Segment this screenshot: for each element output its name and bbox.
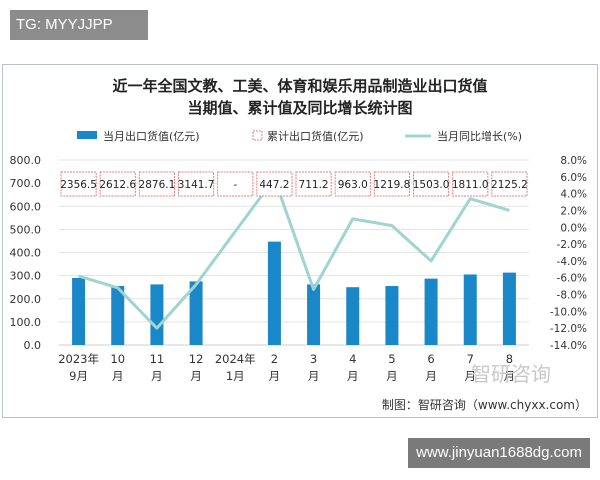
cumulative-value-label: 2356.5 bbox=[60, 179, 97, 191]
cumulative-value-label: 711.2 bbox=[299, 179, 329, 191]
cumulative-label-box bbox=[295, 171, 332, 197]
y-right-tick-label: -10.0% bbox=[550, 306, 587, 318]
x-tick-label-top: 12 bbox=[189, 352, 204, 366]
y-right-tick-label: 6.0% bbox=[560, 172, 587, 184]
chart-title-line-1: 近一年全国文教、工美、体育和娱乐用品制造业出口货值 bbox=[112, 77, 487, 95]
legend-bar-label: 当月出口货值(亿元) bbox=[103, 129, 200, 143]
y-left-tick-label: 800.0 bbox=[10, 154, 42, 167]
bar-monthly-value bbox=[150, 284, 164, 345]
y-right-tick-label: -6.0% bbox=[557, 273, 587, 285]
y-right-tick-label: -8.0% bbox=[557, 290, 587, 302]
channel-tag: TG: MYYJJPP bbox=[10, 10, 148, 40]
x-tick-label-bottom: 月 bbox=[190, 369, 202, 383]
x-tick-label-top: 3 bbox=[310, 352, 317, 366]
cumulative-value-label: 1811.0 bbox=[452, 179, 489, 191]
legend-box-label: 累计出口货值(亿元) bbox=[267, 129, 364, 143]
cumulative-value-label: 1219.8 bbox=[374, 179, 411, 191]
x-tick-label-bottom: 月 bbox=[151, 369, 163, 383]
x-tick-label-bottom: 月 bbox=[425, 369, 437, 383]
cumulative-label-box bbox=[491, 171, 528, 197]
x-tick-label-bottom: 月 bbox=[308, 369, 320, 383]
chart: 近一年全国文教、工美、体育和娱乐用品制造业出口货值 当期值、累计值及同比增长统计… bbox=[10, 77, 588, 412]
source-note: 制图：智研咨询（www.chyxx.com） bbox=[382, 397, 587, 412]
y-right-tick-label: 0.0% bbox=[560, 222, 587, 234]
cumulative-value-label: 2612.6 bbox=[99, 179, 136, 191]
x-tick-label-top: 4 bbox=[349, 352, 356, 366]
chart-title-line-2: 当期值、累计值及同比增长统计图 bbox=[187, 99, 412, 117]
cumulative-label-box bbox=[138, 171, 175, 197]
y-left-tick-label: 400.0 bbox=[10, 247, 42, 260]
cumulative-value-label: 3141.7 bbox=[178, 179, 215, 191]
bar-monthly-value bbox=[424, 278, 438, 345]
y-right-tick-label: -4.0% bbox=[557, 256, 587, 268]
brand-mark: 智研咨询 bbox=[471, 362, 551, 386]
x-tick-label-bottom: 月 bbox=[269, 369, 281, 383]
legend-box-swatch bbox=[252, 130, 263, 141]
y-left-tick-label: 500.0 bbox=[10, 223, 42, 236]
x-tick-label-top: 5 bbox=[388, 352, 395, 366]
y-left-tick-label: 200.0 bbox=[10, 293, 42, 306]
cumulative-label-box bbox=[413, 171, 450, 197]
x-tick-label-bottom: 月 bbox=[386, 369, 398, 383]
cumulative-label-box bbox=[99, 171, 136, 197]
x-tick-label-bottom: 9月 bbox=[69, 369, 88, 383]
bar-monthly-value bbox=[346, 287, 360, 345]
chart-frame: 近一年全国文教、工美、体育和娱乐用品制造业出口货值 当期值、累计值及同比增长统计… bbox=[2, 64, 598, 418]
x-tick-label-top: 8 bbox=[506, 352, 513, 366]
legend-line-label: 当月同比增长(%) bbox=[437, 129, 522, 143]
bar-monthly-value bbox=[189, 281, 203, 345]
cumulative-value-label: - bbox=[233, 179, 237, 191]
y-left-tick-label: 0.0 bbox=[24, 339, 42, 352]
cumulative-value-label: 1503.0 bbox=[413, 179, 450, 191]
x-tick-label-top: 11 bbox=[150, 352, 165, 366]
x-tick-label-top: 6 bbox=[427, 352, 434, 366]
cumulative-value-label: 963.0 bbox=[338, 179, 368, 191]
cumulative-label-box bbox=[217, 171, 254, 197]
x-tick-label-bottom: 月 bbox=[504, 369, 516, 383]
y-right-tick-label: -14.0% bbox=[550, 340, 587, 352]
y-left-tick-label: 300.0 bbox=[10, 270, 42, 283]
x-tick-label-bottom: 月 bbox=[347, 369, 359, 383]
x-tick-label-top: 2024年 bbox=[215, 352, 256, 366]
watermark-url: www.jinyuan1688dg.com bbox=[408, 438, 590, 468]
cumulative-label-box bbox=[256, 171, 293, 197]
cumulative-value-label: 2876.1 bbox=[139, 179, 176, 191]
bar-monthly-value bbox=[502, 272, 516, 345]
bar-monthly-value bbox=[111, 286, 125, 345]
x-tick-label-bottom: 1月 bbox=[226, 369, 245, 383]
bar-monthly-value bbox=[463, 274, 477, 345]
bar-monthly-value bbox=[72, 277, 86, 345]
y-right-tick-label: 8.0% bbox=[560, 155, 587, 167]
bar-monthly-value bbox=[307, 284, 321, 345]
legend-bar-swatch bbox=[77, 131, 97, 139]
y-left-tick-label: 700.0 bbox=[10, 177, 42, 190]
cumulative-value-label: 447.2 bbox=[259, 179, 289, 191]
x-tick-label-top: 2023年 bbox=[58, 352, 99, 366]
x-tick-label-top: 2 bbox=[271, 352, 278, 366]
cumulative-label-box bbox=[178, 171, 215, 197]
cumulative-label-box bbox=[334, 171, 371, 197]
bar-monthly-value bbox=[267, 241, 281, 345]
y-right-tick-label: 2.0% bbox=[560, 205, 587, 217]
x-tick-label-bottom: 月 bbox=[112, 369, 124, 383]
y-right-tick-label: 4.0% bbox=[560, 189, 587, 201]
cumulative-label-box bbox=[373, 171, 411, 197]
y-right-tick-label: -2.0% bbox=[557, 239, 587, 251]
x-tick-label-bottom: 月 bbox=[465, 369, 477, 383]
yoy-growth-line bbox=[78, 177, 510, 330]
cumulative-label-box bbox=[60, 171, 97, 197]
y-left-tick-label: 600.0 bbox=[10, 200, 42, 213]
cumulative-value-label: 2125.2 bbox=[491, 179, 528, 191]
x-tick-label-top: 10 bbox=[110, 352, 125, 366]
bar-monthly-value bbox=[385, 286, 399, 345]
x-tick-label-top: 7 bbox=[467, 352, 474, 366]
y-right-tick-label: -12.0% bbox=[550, 323, 587, 335]
y-left-tick-label: 100.0 bbox=[10, 316, 42, 329]
cumulative-label-box bbox=[452, 171, 489, 197]
